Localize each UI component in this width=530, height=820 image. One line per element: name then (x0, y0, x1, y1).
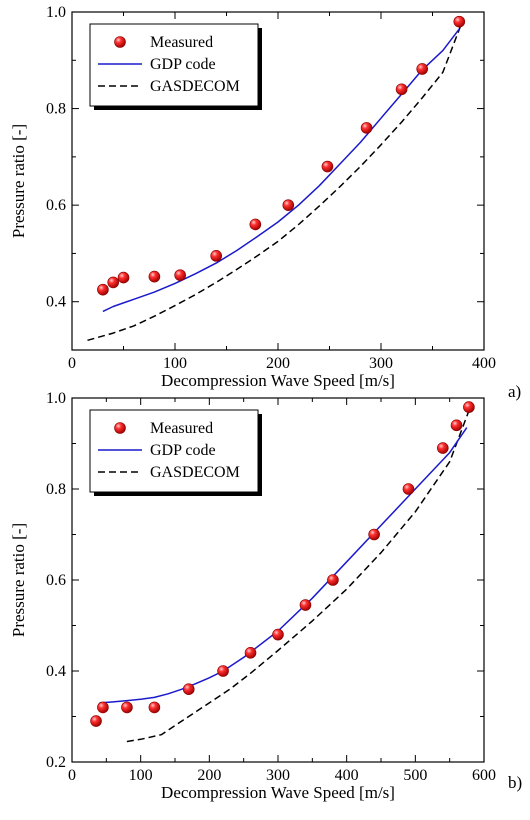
y-tick-label: 0.8 (46, 101, 66, 118)
measured-point (327, 575, 338, 586)
measured-point (283, 200, 294, 211)
measured-point (417, 63, 428, 74)
x-tick-label: 300 (369, 355, 393, 372)
x-tick-label: 400 (335, 767, 359, 784)
measured-point (245, 647, 256, 658)
legend-label: Measured (150, 34, 213, 51)
measured-point (250, 219, 261, 230)
measured-point (322, 161, 333, 172)
x-tick-label: 100 (163, 355, 187, 372)
measured-point (183, 684, 194, 695)
x-tick-label: 400 (472, 355, 496, 372)
x-axis-label: Decompression Wave Speed [m/s] (161, 783, 395, 802)
x-tick-label: 300 (266, 767, 290, 784)
measured-point (403, 484, 414, 495)
x-tick-label: 500 (403, 767, 427, 784)
chart-panel-1: 0 100 200 300 400 0.4 0.6 0.8 1.0 Decompression W… (9, 4, 521, 401)
y-axis-label: Pressure ratio [-] (9, 124, 28, 238)
legend: Measured GDP code GASDECOM (90, 24, 262, 110)
legend-label: GASDECOM (150, 464, 240, 481)
panel-label: a) (508, 382, 521, 401)
measured-point (463, 402, 474, 413)
y-tick-label: 1.0 (46, 4, 66, 21)
legend: Measured GDP code GASDECOM (90, 410, 262, 496)
y-tick-label: 0.2 (46, 754, 66, 771)
x-tick-label: 0 (68, 767, 76, 784)
measured-point (273, 629, 284, 640)
y-axis-label: Pressure ratio [-] (9, 523, 28, 637)
measured-point (118, 272, 129, 283)
x-tick-label: 0 (68, 355, 76, 372)
y-tick-label: 0.6 (46, 572, 66, 589)
legend-label: Measured (150, 420, 213, 437)
measured-point (300, 600, 311, 611)
measured-point (218, 666, 229, 677)
x-axis-label: Decompression Wave Speed [m/s] (161, 371, 395, 390)
measured-point (451, 420, 462, 431)
measured-point (108, 277, 119, 288)
measured-point (97, 284, 108, 295)
legend-label: GDP code (150, 442, 216, 459)
legend-label: GDP code (150, 56, 216, 73)
measured-point (361, 122, 372, 133)
legend-swatch-measured (115, 37, 126, 48)
measured-point (369, 529, 380, 540)
measured-point (97, 702, 108, 713)
measured-point (437, 443, 448, 454)
measured-point (396, 84, 407, 95)
legend-label: GASDECOM (150, 78, 240, 95)
x-tick-label: 600 (472, 767, 496, 784)
y-tick-label: 0.4 (46, 294, 66, 311)
legend-swatch-measured (115, 423, 126, 434)
measured-point (149, 702, 160, 713)
y-tick-label: 0.6 (46, 197, 66, 214)
measured-point (149, 271, 160, 282)
x-tick-label: 100 (129, 767, 153, 784)
measured-point (211, 250, 222, 261)
measured-point (175, 270, 186, 281)
measured-point (121, 702, 132, 713)
panel-label: b) (508, 773, 522, 792)
y-tick-label: 0.8 (46, 481, 66, 498)
y-tick-label: 0.4 (46, 663, 66, 680)
x-tick-label: 200 (197, 767, 221, 784)
chart-panel-2: 0 100 200 300 400 500 600 0.2 0.4 0.6 0.8 1.0 Decomp… (9, 390, 522, 802)
measured-point (91, 716, 102, 727)
measured-point (454, 16, 465, 27)
y-tick-label: 1.0 (46, 390, 66, 407)
x-tick-label: 200 (266, 355, 290, 372)
